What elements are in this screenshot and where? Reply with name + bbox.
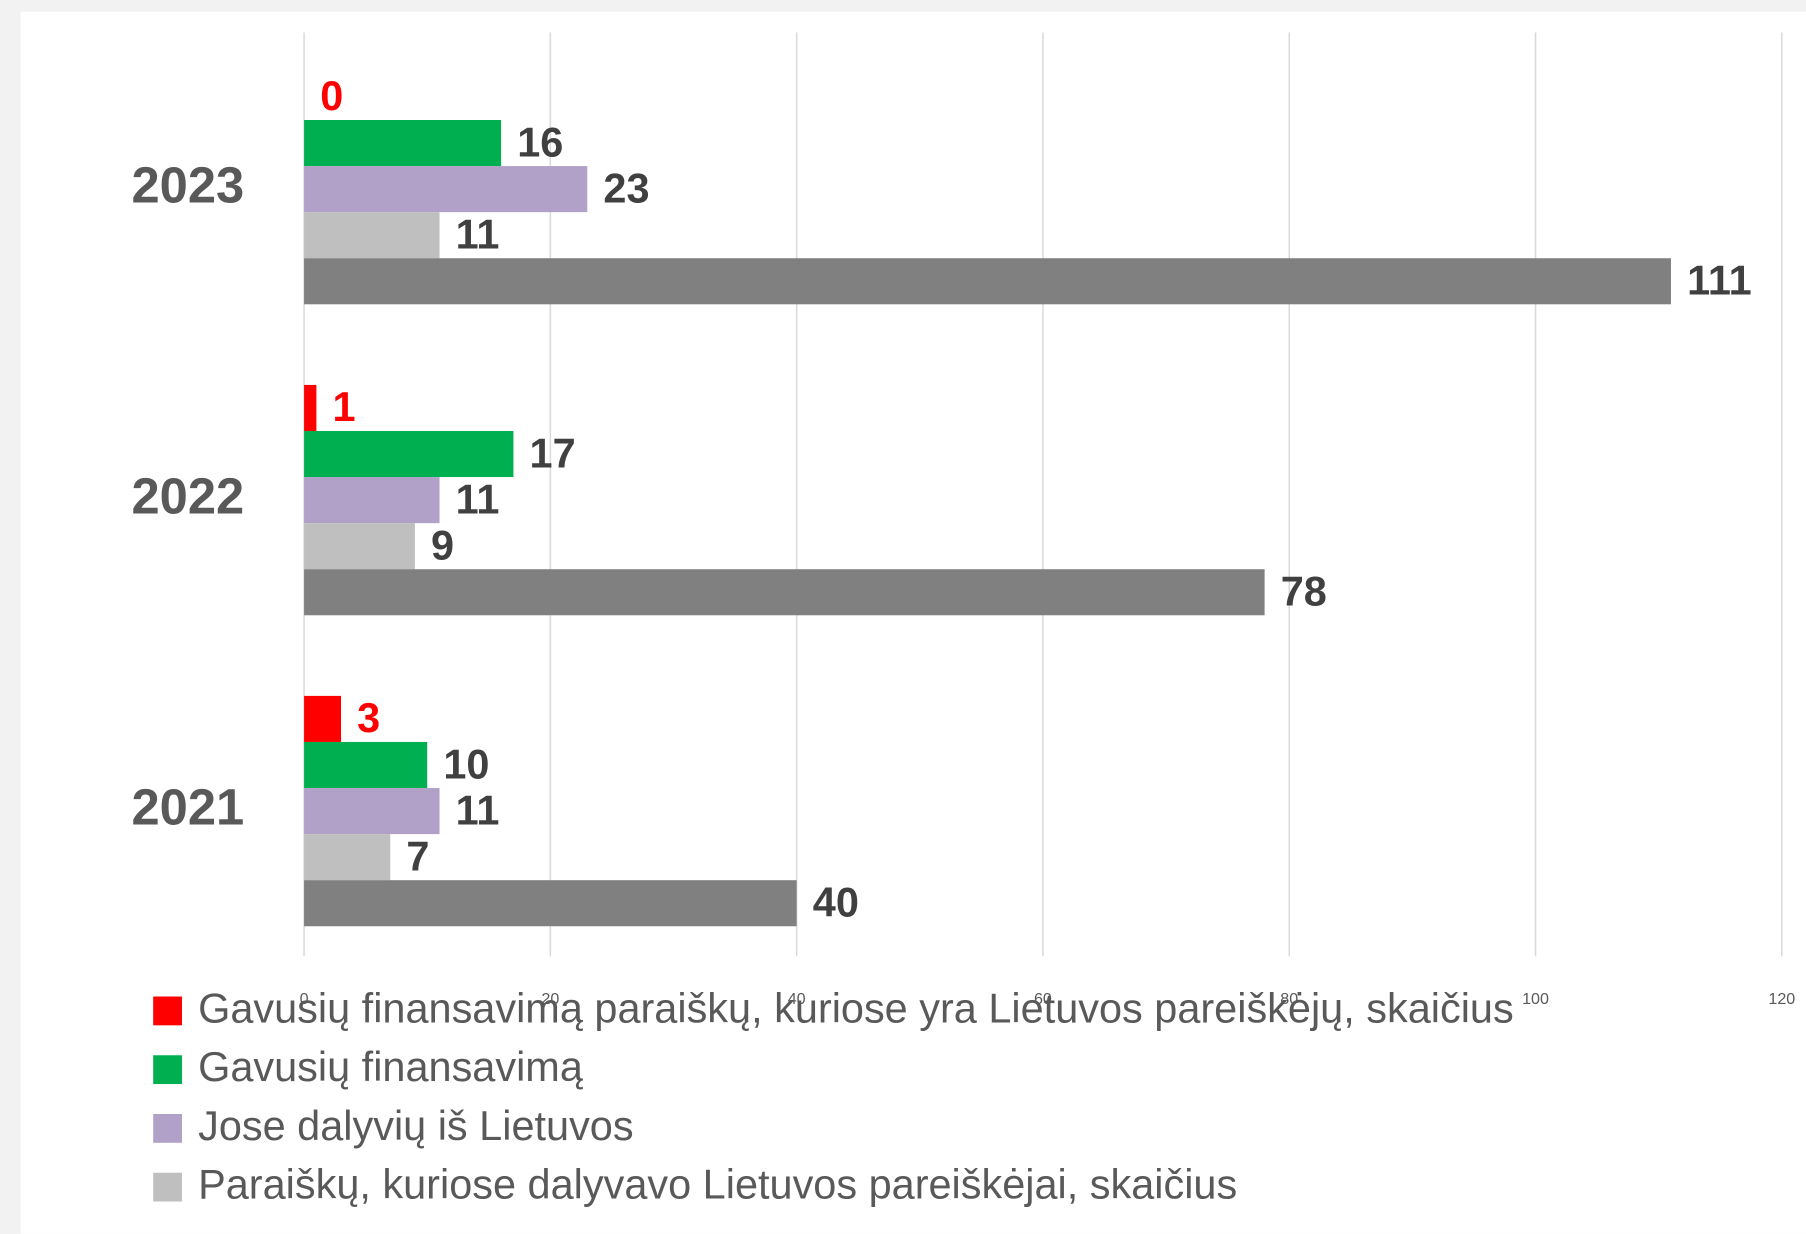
data-label: 3 (357, 694, 380, 741)
x-tick-label: 100 (1522, 990, 1549, 1008)
data-label: 23 (603, 164, 649, 211)
bar (304, 212, 440, 259)
bar (304, 695, 342, 742)
data-label: 9 (431, 521, 454, 568)
bar (304, 569, 1265, 616)
data-label: 78 (1281, 567, 1327, 614)
bar (304, 120, 502, 167)
legend-swatch (153, 996, 182, 1026)
data-label: 16 (517, 118, 563, 165)
bar (304, 834, 391, 881)
bar (304, 523, 415, 570)
bar (304, 880, 797, 927)
category-label: 2023 (131, 157, 244, 214)
x-tick-label: 60 (1034, 990, 1052, 1008)
data-label: 0 (320, 72, 343, 119)
category-label: 2021 (131, 778, 244, 835)
legend-label: Jose dalyvių iš Lietuvos (198, 1102, 633, 1149)
bar (304, 384, 317, 431)
legend-swatch (153, 1172, 182, 1202)
data-label: 11 (456, 210, 500, 257)
x-tick-label: 120 (1768, 990, 1795, 1008)
x-tick-label: 0 (300, 990, 309, 1008)
data-label: 10 (443, 740, 489, 787)
data-label: 11 (456, 786, 500, 833)
data-label: 11 (456, 475, 500, 522)
bar (304, 788, 440, 835)
bar (304, 741, 428, 789)
x-tick-label: 80 (1280, 990, 1298, 1008)
legend-swatch (153, 1113, 182, 1143)
x-tick-label: 20 (541, 990, 559, 1008)
data-label: 111 (1687, 257, 1752, 304)
legend-label: Gavusių finansavimą paraiškų, kuriose yr… (198, 984, 1514, 1031)
data-label: 1 (333, 383, 356, 430)
data-label: 7 (406, 832, 429, 879)
bar (304, 166, 588, 213)
bar (304, 477, 440, 524)
legend-label: Paraiškų, kuriose dalyvavo Lietuvos pare… (198, 1161, 1237, 1208)
legend-swatch (153, 1055, 182, 1085)
legend-label: Gavusių finansavimą (198, 1043, 584, 1090)
x-tick-label: 40 (788, 990, 806, 1008)
bar (304, 258, 1671, 305)
data-label: 17 (530, 429, 576, 476)
category-label: 2022 (131, 467, 244, 524)
data-label: 40 (813, 878, 859, 925)
bar (304, 430, 514, 478)
